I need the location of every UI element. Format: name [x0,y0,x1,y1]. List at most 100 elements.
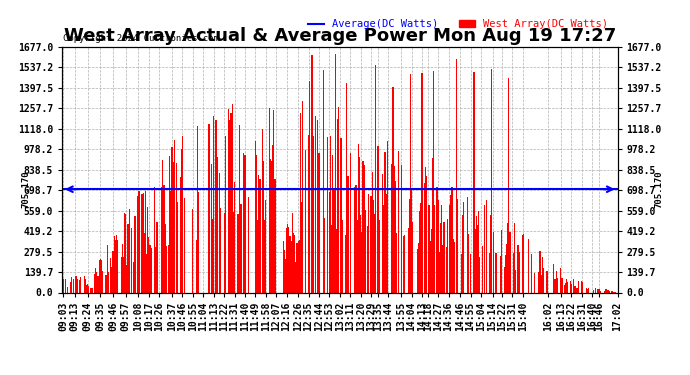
Bar [449,206,451,292]
Bar [80,277,81,292]
Bar [581,281,582,292]
Bar [220,209,221,292]
Bar [573,279,574,292]
Bar [335,54,336,292]
Bar [85,279,86,292]
Bar [355,185,357,292]
Bar [99,260,100,292]
Bar [145,191,146,292]
Bar [304,150,306,292]
Bar [377,146,379,292]
Bar [495,253,497,292]
Bar [391,164,393,292]
Bar [164,224,166,292]
Bar [241,204,242,292]
Bar [608,290,609,292]
Bar [128,209,130,292]
Bar [112,251,114,292]
Bar [208,124,210,292]
Bar [528,239,529,292]
Bar [542,257,543,292]
Bar [70,282,71,292]
Bar [476,216,477,292]
Bar [357,144,359,292]
Bar [538,272,540,292]
Bar [604,291,605,292]
Bar [326,137,328,292]
Bar [88,286,89,292]
Bar [248,197,249,292]
Bar [272,144,273,292]
Bar [259,179,261,292]
Bar [107,244,108,292]
Bar [383,206,384,292]
Bar [90,288,92,292]
Bar [265,200,266,292]
Bar [395,181,396,292]
Bar [237,214,239,292]
Bar [318,153,319,292]
Bar [137,196,138,292]
Bar [560,268,562,292]
Bar [121,243,123,292]
Bar [456,59,457,292]
Bar [116,235,117,292]
Bar [300,113,301,292]
Bar [441,205,442,292]
Bar [243,153,244,292]
Bar [379,220,380,292]
Bar [588,288,589,292]
Bar [386,141,388,292]
Bar [565,284,566,292]
Bar [256,155,257,292]
Bar [110,258,111,292]
Bar [295,262,297,292]
Bar [217,156,218,292]
Bar [396,233,397,292]
Bar [302,101,304,292]
Bar [213,116,215,292]
Bar [139,191,140,292]
Bar [197,126,198,292]
Bar [489,253,490,292]
Bar [143,193,144,292]
Bar [432,158,433,292]
Bar [453,239,454,292]
Bar [403,236,404,292]
Bar [311,55,313,292]
Bar [401,165,402,292]
Bar [174,140,175,292]
Bar [87,284,88,292]
Bar [234,182,235,292]
Bar [170,191,171,292]
Bar [294,235,295,292]
Bar [470,254,471,292]
Bar [564,285,565,292]
Bar [268,108,270,292]
Bar [420,203,422,292]
Bar [574,286,575,292]
Bar [371,196,372,292]
Bar [571,284,572,292]
Bar [83,276,85,292]
Bar [611,291,612,292]
Bar [433,71,434,292]
Bar [410,74,411,292]
Bar [375,65,376,292]
Bar [412,222,413,292]
Bar [179,177,181,292]
Bar [166,246,167,292]
Bar [425,167,426,292]
Bar [557,278,558,292]
Bar [124,213,125,292]
Bar [446,247,447,292]
Bar [182,136,183,292]
Bar [101,260,102,292]
Bar [382,174,383,292]
Bar [569,281,571,292]
Bar [146,254,147,292]
Bar [147,207,148,292]
Bar [482,246,483,292]
Bar [233,212,234,292]
Bar [161,187,162,292]
